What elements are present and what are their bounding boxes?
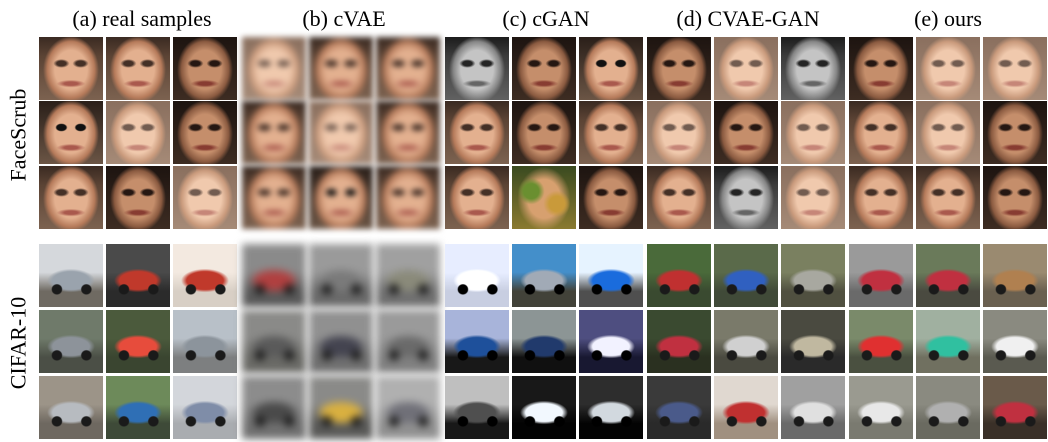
facescrub-sample-cvae-gan xyxy=(714,37,778,100)
facescrub-sample-cvae-gan xyxy=(714,101,778,164)
facescrub-sample-real-samples xyxy=(173,166,237,229)
cifar-sample-cvae-gan xyxy=(647,244,711,307)
cifar-sample-cgan xyxy=(512,244,576,307)
facescrub-sample-cvae xyxy=(242,37,306,100)
cifar-sample-real-samples xyxy=(39,244,103,307)
cifar-sample-cvae-gan xyxy=(714,376,778,439)
header-real-samples: (a) real samples xyxy=(72,6,212,31)
facescrub-sample-real-samples xyxy=(106,101,170,164)
cifar-sample-real-samples xyxy=(39,310,103,373)
facescrub-sample-cvae-gan xyxy=(781,166,845,229)
cifar-sample-ours xyxy=(849,244,913,307)
header-cvae: (b) cVAE xyxy=(302,6,386,31)
facescrub-sample-cgan xyxy=(445,101,509,164)
cifar-sample-cgan xyxy=(445,310,509,373)
cifar-sample-ours xyxy=(916,376,980,439)
cifar-sample-ours xyxy=(916,310,980,373)
cifar-sample-cvae-gan xyxy=(714,310,778,373)
facescrub-sample-ours xyxy=(849,101,913,164)
facescrub-sample-cvae xyxy=(376,37,440,100)
cifar-sample-cvae xyxy=(309,310,373,373)
facescrub-sample-real-samples xyxy=(39,101,103,164)
facescrub-sample-cgan xyxy=(579,101,643,164)
facescrub-sample-cvae-gan xyxy=(781,101,845,164)
facescrub-sample-cvae xyxy=(242,101,306,164)
facescrub-sample-cvae-gan xyxy=(647,37,711,100)
cifar-sample-cgan xyxy=(579,376,643,439)
header-ours: (e) ours xyxy=(914,6,982,31)
cifar-sample-ours xyxy=(849,376,913,439)
facescrub-sample-real-samples xyxy=(173,37,237,100)
facescrub-sample-cvae xyxy=(309,37,373,100)
facescrub-sample-cgan xyxy=(512,37,576,100)
facescrub-sample-cgan xyxy=(512,101,576,164)
facescrub-sample-cgan xyxy=(579,166,643,229)
facescrub-sample-cvae xyxy=(309,166,373,229)
facescrub-sample-real-samples xyxy=(39,166,103,229)
cifar-sample-cgan xyxy=(512,376,576,439)
cifar-sample-real-samples xyxy=(106,376,170,439)
facescrub-sample-ours xyxy=(983,101,1047,164)
facescrub-sample-real-samples xyxy=(106,166,170,229)
cifar-sample-real-samples xyxy=(173,376,237,439)
cifar-sample-ours xyxy=(983,244,1047,307)
cifar-sample-cvae xyxy=(309,244,373,307)
facescrub-sample-ours xyxy=(849,166,913,229)
facescrub-sample-cvae-gan xyxy=(647,166,711,229)
cifar-sample-cvae xyxy=(376,376,440,439)
cifar-sample-cvae xyxy=(242,244,306,307)
facescrub-sample-ours xyxy=(983,166,1047,229)
cifar-sample-ours xyxy=(916,244,980,307)
cifar-sample-cvae xyxy=(309,376,373,439)
cifar-sample-cgan xyxy=(512,310,576,373)
cifar-sample-ours xyxy=(983,376,1047,439)
facescrub-sample-cvae xyxy=(309,101,373,164)
facescrub-sample-ours xyxy=(916,101,980,164)
facescrub-sample-ours xyxy=(983,37,1047,100)
facescrub-sample-cvae-gan xyxy=(647,101,711,164)
cifar-sample-real-samples xyxy=(39,376,103,439)
cifar-sample-ours xyxy=(983,310,1047,373)
facescrub-sample-real-samples xyxy=(173,101,237,164)
facescrub-sample-cvae-gan xyxy=(781,37,845,100)
cifar-sample-cgan xyxy=(579,310,643,373)
facescrub-sample-real-samples xyxy=(106,37,170,100)
cifar-sample-cvae xyxy=(376,244,440,307)
cifar-sample-cvae xyxy=(242,376,306,439)
facescrub-sample-ours xyxy=(916,166,980,229)
facescrub-sample-cvae-gan xyxy=(714,166,778,229)
cifar-sample-cgan xyxy=(579,244,643,307)
cifar-sample-cvae-gan xyxy=(781,310,845,373)
cifar-sample-cvae-gan xyxy=(647,376,711,439)
facescrub-sample-cgan xyxy=(579,37,643,100)
cifar-sample-cgan xyxy=(445,376,509,439)
facescrub-sample-cvae xyxy=(242,166,306,229)
cifar-sample-ours xyxy=(849,310,913,373)
facescrub-sample-cgan xyxy=(445,166,509,229)
facescrub-sample-ours xyxy=(849,37,913,100)
cifar-sample-cgan xyxy=(445,244,509,307)
cifar-sample-real-samples xyxy=(106,244,170,307)
cifar-sample-real-samples xyxy=(173,310,237,373)
facescrub-sample-cgan xyxy=(445,37,509,100)
cifar-sample-real-samples xyxy=(106,310,170,373)
cifar-sample-cvae-gan xyxy=(781,376,845,439)
header-cgan: (c) cGAN xyxy=(502,6,590,31)
cifar-sample-cvae xyxy=(242,310,306,373)
cifar-sample-real-samples xyxy=(173,244,237,307)
cifar-sample-cvae-gan xyxy=(647,310,711,373)
facescrub-sample-real-samples xyxy=(39,37,103,100)
cifar-sample-cvae-gan xyxy=(714,244,778,307)
cifar-sample-cvae xyxy=(376,310,440,373)
facescrub-sample-cvae xyxy=(376,166,440,229)
facescrub-sample-ours xyxy=(916,37,980,100)
facescrub-sample-cvae xyxy=(376,101,440,164)
cifar-sample-cvae-gan xyxy=(781,244,845,307)
header-cvae-gan: (d) CVAE-GAN xyxy=(676,6,820,31)
facescrub-sample-cgan xyxy=(512,166,576,229)
